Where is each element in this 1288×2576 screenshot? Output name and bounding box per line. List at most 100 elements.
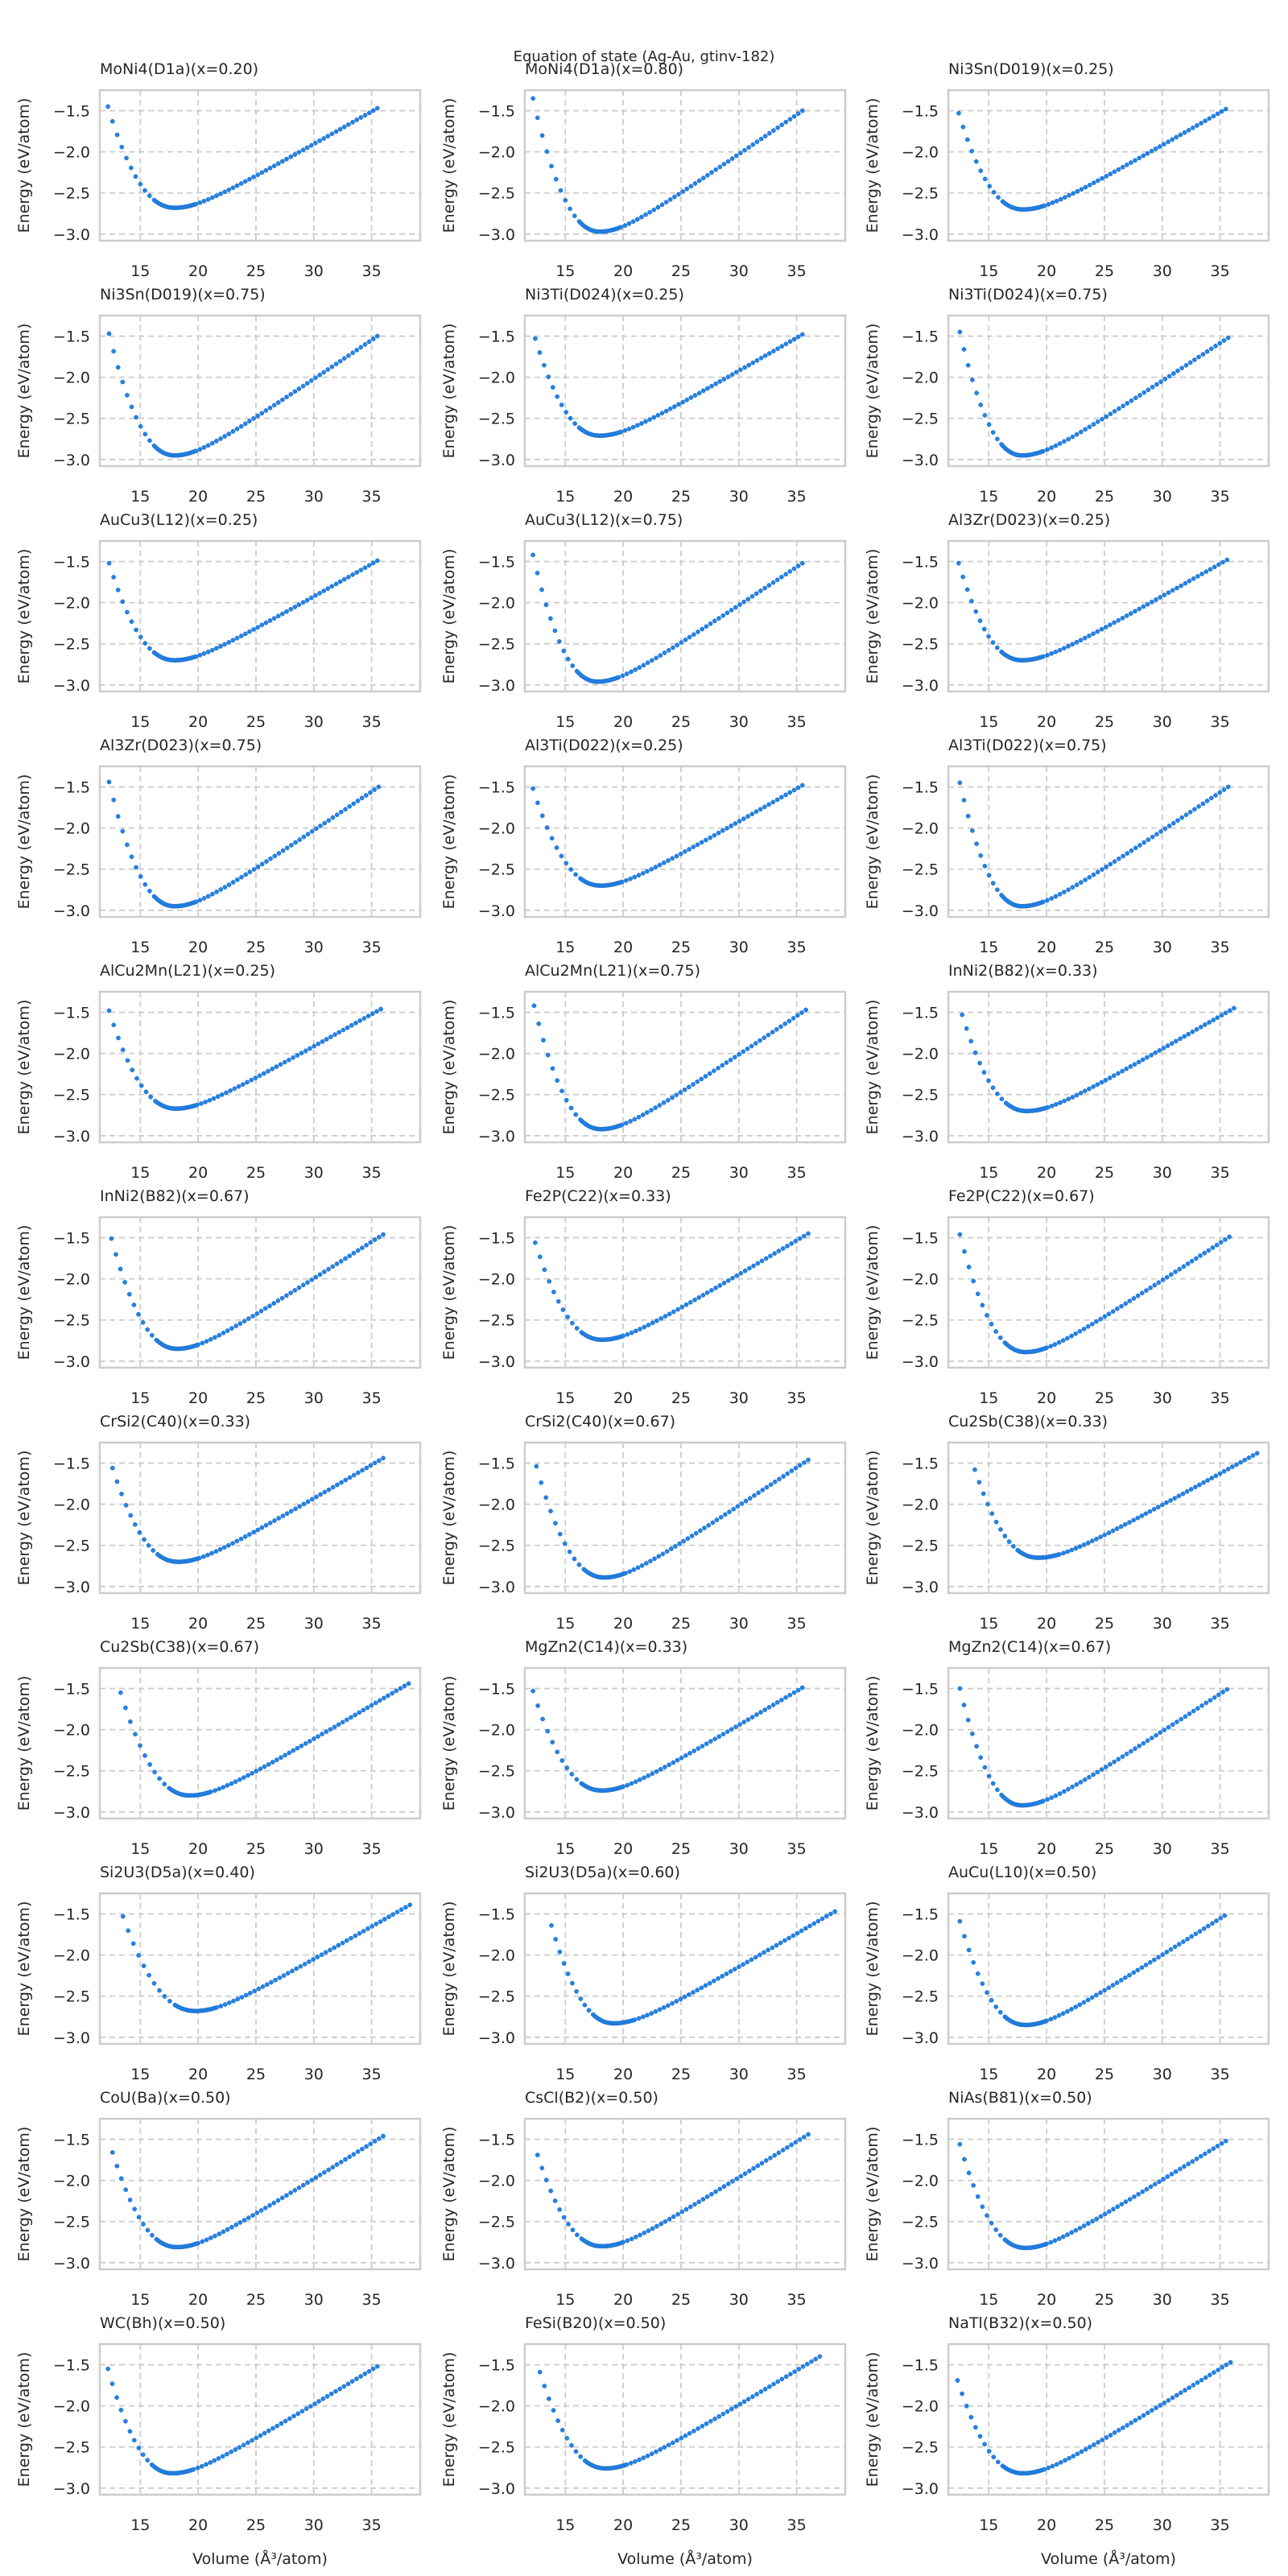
data-point	[287, 1057, 291, 1063]
data-point	[1158, 379, 1163, 384]
data-point	[716, 1065, 720, 1071]
data-point	[1049, 896, 1055, 901]
data-point	[1186, 1031, 1191, 1037]
data-point	[1166, 590, 1171, 596]
data-point	[296, 602, 302, 608]
data-point	[1157, 2179, 1162, 2185]
data-point	[997, 1335, 1003, 1340]
data-point	[962, 1249, 967, 1254]
data-point	[197, 898, 203, 903]
data-point	[1161, 1046, 1166, 1051]
data-point	[717, 164, 723, 170]
data-point	[332, 1945, 337, 1951]
data-point	[322, 820, 328, 826]
data-point	[214, 890, 219, 894]
data-point	[1085, 1540, 1091, 1546]
data-point	[724, 610, 730, 616]
y-tick-label: −3.0	[53, 2255, 90, 2273]
data-point	[1211, 114, 1216, 119]
data-point	[700, 1744, 705, 1748]
x-tick-label: 30	[1153, 2066, 1172, 2083]
data-point	[667, 1311, 672, 1317]
data-point	[1200, 352, 1206, 357]
data-point	[1214, 1242, 1220, 1248]
data-point	[201, 444, 207, 450]
data-point	[750, 142, 756, 147]
data-point	[1179, 365, 1185, 371]
y-tick-label: −1.5	[902, 554, 939, 572]
data-point	[145, 2227, 151, 2233]
data-point	[987, 184, 993, 189]
data-point	[995, 1787, 1000, 1793]
x-tick-label: 20	[613, 1389, 633, 1407]
data-point	[989, 2220, 994, 2226]
y-axis-label: Energy (eV/atom)	[864, 1676, 881, 1811]
data-point	[211, 1096, 217, 1101]
data-point	[402, 1683, 407, 1689]
data-point	[222, 434, 227, 439]
data-point	[343, 807, 348, 812]
data-point	[957, 1232, 963, 1237]
data-series	[106, 779, 382, 909]
data-point	[570, 1980, 575, 1986]
data-point	[362, 2372, 368, 2376]
data-point	[632, 874, 638, 880]
data-point	[200, 1340, 205, 1346]
data-point	[303, 1048, 308, 1054]
data-point	[1098, 1316, 1104, 1322]
data-point	[270, 2425, 275, 2431]
data-point	[254, 1769, 259, 1773]
data-point	[1198, 2153, 1203, 2159]
y-tick-label: −2.0	[902, 144, 939, 162]
data-point	[249, 1077, 254, 1083]
data-point	[679, 2209, 685, 2215]
data-point	[1207, 2149, 1212, 2154]
x-tick-label: 30	[304, 1389, 324, 1407]
data-point	[787, 117, 793, 122]
data-point	[134, 627, 138, 633]
data-point	[242, 421, 248, 427]
x-tick-label: 35	[1211, 2516, 1230, 2534]
data-point	[303, 1741, 308, 1746]
data-point	[332, 1724, 337, 1730]
data-point	[1189, 1258, 1195, 1264]
y-tick-label: −2.5	[478, 1087, 515, 1104]
x-tick-label: 20	[188, 939, 208, 956]
data-point	[687, 634, 692, 640]
data-point	[968, 1038, 974, 1044]
subplot: 15 20 25 30 35−1.5−2.0−2.5−3.0InNi2(B82)(x=0…	[864, 962, 1270, 1182]
data-point	[322, 1489, 328, 1495]
y-tick-label: −2.5	[478, 1763, 515, 1781]
data-point	[658, 2221, 664, 2227]
data-point	[293, 1506, 298, 1512]
data-point	[263, 167, 269, 173]
data-point	[1162, 376, 1168, 382]
data-point	[1213, 793, 1218, 798]
data-point	[360, 1245, 365, 1250]
data-point	[1137, 393, 1142, 398]
x-tick-label: 25	[1095, 1389, 1114, 1407]
data-point	[989, 1997, 994, 2003]
data-point	[539, 133, 545, 138]
data-point	[749, 1043, 754, 1049]
data-point	[573, 872, 578, 877]
y-tick-label: −2.5	[53, 1538, 90, 1555]
y-axis-label: Energy (eV/atom)	[864, 2352, 881, 2487]
data-point	[353, 1933, 358, 1938]
data-point	[252, 1988, 257, 1994]
data-point	[633, 2458, 638, 2464]
subplot-title: Fe2P(C22)(x=0.33)	[525, 1187, 671, 1205]
data-point	[772, 1251, 778, 1256]
data-point	[296, 150, 302, 155]
data-point	[239, 874, 244, 880]
data-series	[957, 2138, 1228, 2251]
subplot: 15 20 25 30 35−1.5−2.0−2.5−3.0Al3Zr(D023)(x=…	[15, 737, 422, 956]
data-point	[287, 1750, 292, 1756]
data-point	[1066, 436, 1071, 442]
data-point	[708, 2418, 713, 2424]
data-point	[1125, 401, 1130, 406]
data-point	[691, 844, 696, 849]
data-point	[368, 2141, 374, 2147]
data-point	[691, 1748, 697, 1753]
data-point	[372, 1237, 378, 1242]
